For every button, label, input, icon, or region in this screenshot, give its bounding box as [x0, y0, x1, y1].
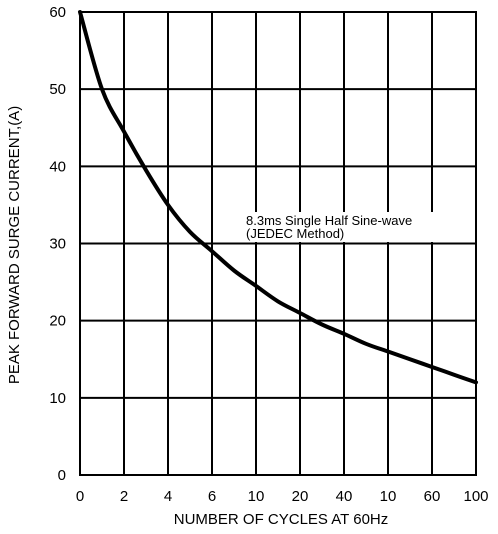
- x-tick-label: 6: [208, 488, 216, 505]
- x-tick-label: 40: [336, 488, 353, 505]
- y-tick-label: 0: [58, 467, 66, 484]
- annotation-line-2: (JEDEC Method): [246, 226, 344, 241]
- chart-grid: [80, 12, 476, 475]
- x-axis-label: NUMBER OF CYCLES AT 60Hz: [174, 511, 389, 528]
- x-tick-label: 2: [120, 488, 128, 505]
- y-tick-labels: 0 10 20 30 40 50 60: [49, 4, 66, 484]
- annotation-line-1: 8.3ms Single Half Sine-wave: [246, 213, 412, 228]
- x-tick-label: 0: [76, 488, 84, 505]
- y-tick-label: 50: [49, 81, 66, 98]
- x-tick-label: 10: [248, 488, 265, 505]
- x-tick-label: 10: [380, 488, 397, 505]
- y-tick-label: 20: [49, 313, 66, 330]
- y-axis-label: PEAK FORWARD SURGE CURRENT,(A): [6, 106, 23, 384]
- x-tick-label: 4: [164, 488, 172, 505]
- series-line: [78, 10, 478, 385]
- y-tick-label: 40: [49, 158, 66, 175]
- annotation-background: [241, 212, 469, 242]
- x-tick-labels: 0 2 4 6 10 20 40 10 60 100: [76, 488, 489, 505]
- x-tick-label: 60: [424, 488, 441, 505]
- y-tick-label: 60: [49, 4, 66, 21]
- y-tick-label: 10: [49, 390, 66, 407]
- plot-frame: [79, 11, 477, 476]
- y-tick-label: 30: [49, 236, 66, 253]
- x-tick-label: 100: [463, 488, 488, 505]
- x-tick-label: 20: [292, 488, 309, 505]
